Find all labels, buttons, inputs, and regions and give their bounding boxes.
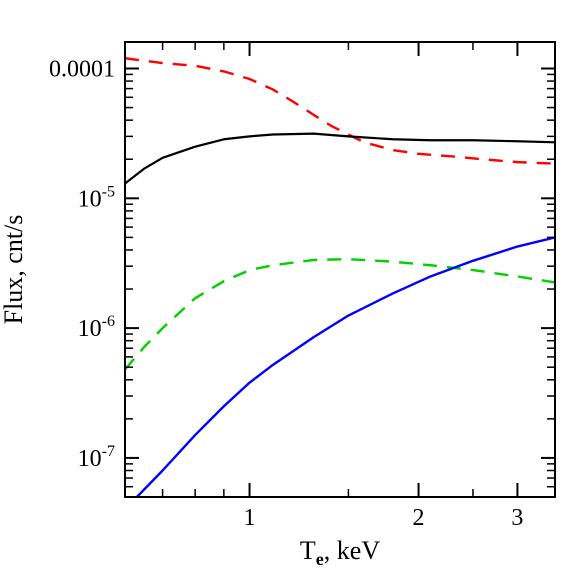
flux-chart: 12310-710-610-50.0001Te, keVFlux, cnt/s (0, 0, 574, 574)
x-tick-label: 2 (413, 505, 425, 531)
x-tick-label: 1 (244, 505, 256, 531)
y-tick-label: 0.0001 (49, 56, 115, 82)
x-tick-label: 3 (511, 505, 523, 531)
chart-container: 12310-710-610-50.0001Te, keVFlux, cnt/s (0, 0, 574, 574)
y-axis-label: Flux, cnt/s (0, 215, 28, 325)
x-axis-label: Te, keV (300, 536, 380, 569)
